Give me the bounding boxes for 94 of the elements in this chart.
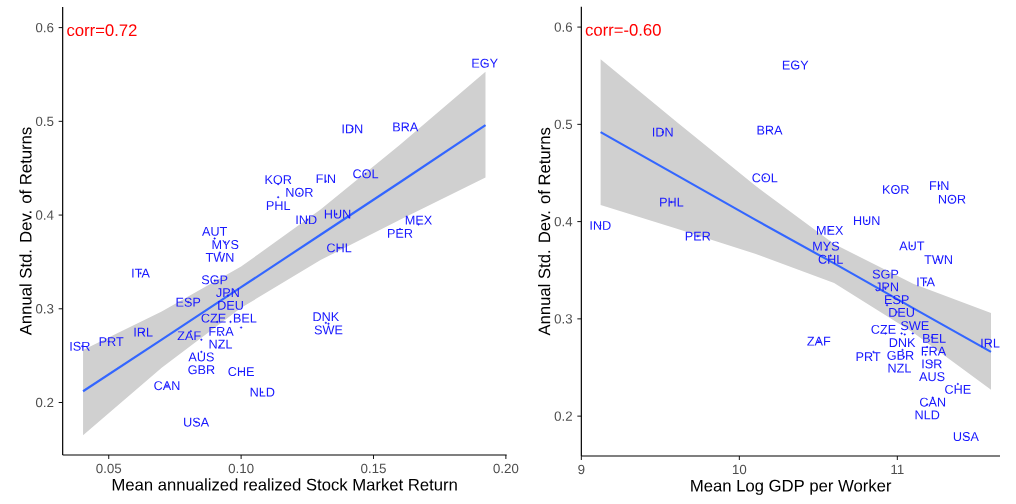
data-label: CHL [327,243,352,253]
y-tick-label: 0.5 [35,116,54,127]
data-label: USA [953,432,979,442]
data-label: MYS [813,241,840,251]
data-label: COL [353,169,379,179]
y-tick-label: 0.6 [554,22,573,32]
data-label: NLD [915,410,940,420]
x-tick-label: 0.20 [493,463,519,474]
x-axis-title: Mean annualized realized Stock Market Return [112,478,457,491]
data-label: IRL [981,338,1000,348]
data-label: BRA [393,122,419,132]
data-label: AUS [188,352,214,362]
data-label: IND [296,215,317,225]
data-label: FRA [921,346,947,356]
data-label: IDN [342,124,363,134]
data-label: TWN [205,252,234,262]
x-tick-label: 0.15 [361,463,386,474]
data-label: DNK [313,312,340,322]
data-label: HUN [324,209,351,219]
data-label: USA [184,417,210,427]
data-label: HUN [853,216,880,226]
y-tick-label: 0.4 [35,210,54,220]
data-label: PRT [856,352,881,362]
data-label: SGP [872,269,899,279]
y-tick-label: 0.2 [35,397,54,408]
data-label: KOR [883,185,909,194]
data-label: IDN [652,127,673,137]
data-label: CZE [871,324,896,334]
y-axis-title: Annual Std. Dev. of Returns [19,127,32,336]
data-label: EGY [782,60,809,70]
data-label: EGY [472,58,498,68]
y-tick-label: 0.2 [554,411,572,421]
data-label: MEX [817,226,844,235]
data-label: SGP [201,275,228,285]
data-label: ISR [922,359,942,369]
data-label: AUT [202,226,228,236]
x-tick-label: 9 [578,464,585,475]
y-tick-label: 0.5 [554,119,573,130]
data-label: ITA [132,268,150,278]
x-tick-label: 11 [891,464,904,474]
data-label: TWN [924,255,952,264]
data-label: NZL [209,339,233,349]
data-label: NLD [250,387,275,397]
data-label: CZE [201,313,226,323]
data-label: DNK [889,338,916,347]
data-label: FIN [316,174,336,184]
data-label: IND [590,221,611,230]
data-label: FIN [930,181,949,190]
data-label: CAN [919,397,946,407]
data-label: ZAF [807,336,831,346]
data-label: CAN [154,381,180,391]
data-label: CHE [228,367,254,377]
data-label: ISR [70,341,90,351]
y-tick-label: 0.6 [35,22,54,33]
data-label: GBR [887,350,914,360]
data-label: SWE [900,321,929,331]
data-label: BEL [923,334,946,343]
data-label: DEU [889,308,914,317]
data-label: NOR [286,187,313,197]
data-label: FRA [209,326,234,336]
y-axis-title: Annual Std. Dev. of Returns [538,127,551,336]
annotation: corr=-0.60 [585,24,661,36]
data-label: CHE [945,384,971,394]
data-label: KOR [265,175,292,185]
x-axis-title: Mean Log GDP per Worker [691,479,892,495]
data-label: GBR [188,365,215,375]
y-tick-label: 0.3 [35,304,54,314]
annotation: corr=0.72 [67,24,137,37]
data-label: BRA [757,125,783,135]
data-label: SWE [314,325,343,335]
data-label: JPN [875,282,898,292]
data-label: PHL [660,197,684,207]
data-label: BEL [233,313,257,323]
data-label: PER [388,229,413,238]
data-label: PER [685,231,711,241]
data-label: IRL [134,327,153,337]
data-label: PHL [266,201,291,210]
data-label: AUS [919,372,945,382]
data-label: MYS [212,240,239,250]
data-label: ITA [917,277,935,287]
x-tick-label: 0.05 [96,463,122,474]
data-label: COL [752,173,778,183]
y-tick-label: 0.3 [554,314,573,324]
data-label: AUT [899,241,925,251]
y-tick-label: 0.4 [554,216,573,227]
data-label: ZAF [177,331,201,341]
data-label: NOR [938,194,966,204]
data-label: PRT [99,337,124,346]
x-tick-label: 10 [732,464,747,475]
data-label: NZL [888,363,911,373]
data-label: ESP [176,297,201,307]
data-label: DEU [218,300,243,310]
x-tick-label: 0.10 [228,463,254,474]
data-label: MEX [405,215,432,225]
